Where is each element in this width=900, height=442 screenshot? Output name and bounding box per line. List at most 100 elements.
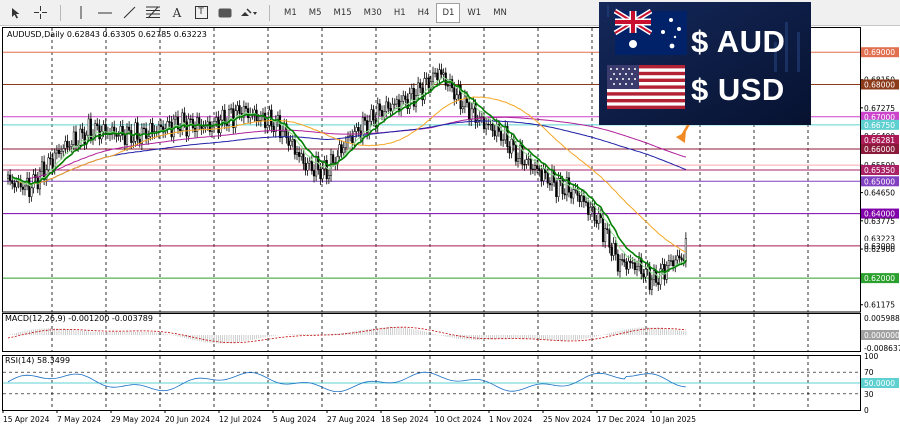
chart-canvas[interactable]: 500.690000.681500.680000.672750.670000.6…: [0, 27, 900, 442]
candle: [542, 168, 545, 182]
cursor-icon[interactable]: [5, 3, 27, 23]
candle: [499, 131, 503, 141]
time-label: 25 Nov 2024: [543, 415, 591, 424]
label-icon-glyph: T: [194, 6, 208, 19]
rsi-scale-label: 100: [864, 352, 879, 361]
candle: [15, 181, 18, 188]
trendline-icon[interactable]: [118, 3, 140, 23]
candle: [81, 128, 84, 133]
rsi-info: RSI(14) 58.3499: [5, 356, 71, 365]
timeframe-mn[interactable]: MN: [493, 7, 507, 18]
price-label-box: [861, 144, 899, 155]
timeframe-h1[interactable]: H1: [393, 7, 406, 18]
time-label: 20 Jun 2024: [165, 415, 210, 424]
candle: [285, 123, 288, 138]
banner-usd-text: $ USD: [691, 72, 785, 107]
toolbar-divider: [60, 4, 61, 21]
candle: [572, 189, 575, 199]
timeframe-m15[interactable]: M15: [333, 7, 352, 18]
chart-area[interactable]: 500.690000.681500.680000.672750.670000.6…: [0, 27, 900, 442]
candle: [563, 193, 566, 196]
macd-signal-line: [7, 326, 686, 344]
candle: [30, 187, 33, 197]
price-label: 0.62000: [864, 274, 895, 283]
candle: [623, 259, 626, 263]
crosshair-icon[interactable]: [29, 3, 51, 23]
candle: [272, 126, 275, 133]
candle: [79, 128, 82, 146]
price-label: 0.62900: [864, 245, 895, 254]
fibonacci-icon[interactable]: [142, 3, 164, 23]
candle: [555, 182, 558, 197]
candle: [368, 120, 371, 134]
candle: [482, 116, 486, 130]
candle: [436, 72, 439, 80]
candle: [62, 148, 65, 152]
candle: [595, 220, 598, 224]
candle: [9, 174, 12, 181]
label-icon[interactable]: T: [190, 3, 212, 23]
price-label: 0.63000: [864, 242, 895, 251]
timeframe-m5[interactable]: M5: [308, 7, 322, 18]
timeframe-w1[interactable]: W1: [467, 7, 482, 18]
candle: [121, 126, 124, 136]
candle: [625, 261, 628, 270]
candle: [491, 123, 494, 131]
candle: [223, 109, 226, 125]
candle: [652, 270, 656, 281]
vertical-line-icon[interactable]: [70, 3, 92, 23]
candle: [28, 177, 31, 197]
shapes-icon[interactable]: [238, 3, 260, 23]
price-label-box: [861, 240, 899, 251]
candle: [236, 105, 239, 112]
candle: [310, 160, 313, 171]
candle: [461, 106, 464, 110]
candle: [300, 153, 303, 157]
timeframe-d1[interactable]: D1: [436, 2, 461, 23]
candle: [23, 185, 27, 190]
candle: [410, 88, 413, 95]
candle: [565, 177, 568, 196]
candle: [125, 126, 129, 145]
candle: [459, 84, 462, 110]
candle: [187, 118, 190, 137]
candle: [593, 206, 596, 221]
time-label: 12 Jul 2024: [219, 415, 262, 424]
timeframe-group: M1 M5 M15 M30 H1 H4 D1 W1 MN: [278, 2, 513, 23]
horizontal-line-icon[interactable]: [94, 3, 116, 23]
candle: [72, 131, 75, 145]
candle: [385, 101, 388, 112]
price-label-box: [861, 47, 899, 58]
price-label-box: [861, 273, 899, 284]
candle: [672, 260, 675, 267]
candle: [57, 150, 61, 154]
candle: [468, 102, 471, 121]
candle: [463, 95, 466, 107]
candle: [608, 229, 611, 248]
candle: [531, 168, 534, 171]
price-label: 0.63775: [864, 217, 895, 226]
text-icon[interactable]: A: [172, 5, 182, 20]
candle: [111, 126, 114, 135]
candle: [136, 122, 139, 140]
candle: [293, 139, 296, 155]
candle: [189, 118, 192, 120]
candle: [70, 144, 73, 147]
candle: [446, 85, 449, 87]
candle: [389, 108, 392, 112]
candle: [633, 262, 636, 270]
timeframe-m30[interactable]: M30: [363, 7, 382, 18]
time-label: 29 May 2024: [111, 415, 160, 424]
candle: [614, 243, 617, 255]
candle: [13, 183, 16, 188]
timeframe-h4[interactable]: H4: [417, 7, 430, 18]
candle: [55, 150, 58, 154]
rectangle-icon[interactable]: [214, 3, 236, 23]
candle: [661, 264, 664, 270]
candle: [523, 164, 526, 166]
candle: [601, 217, 605, 242]
timeframe-m1[interactable]: M1: [284, 7, 297, 18]
candle: [68, 146, 71, 148]
time-label: 5 Aug 2024: [273, 415, 316, 424]
candle: [295, 152, 299, 155]
